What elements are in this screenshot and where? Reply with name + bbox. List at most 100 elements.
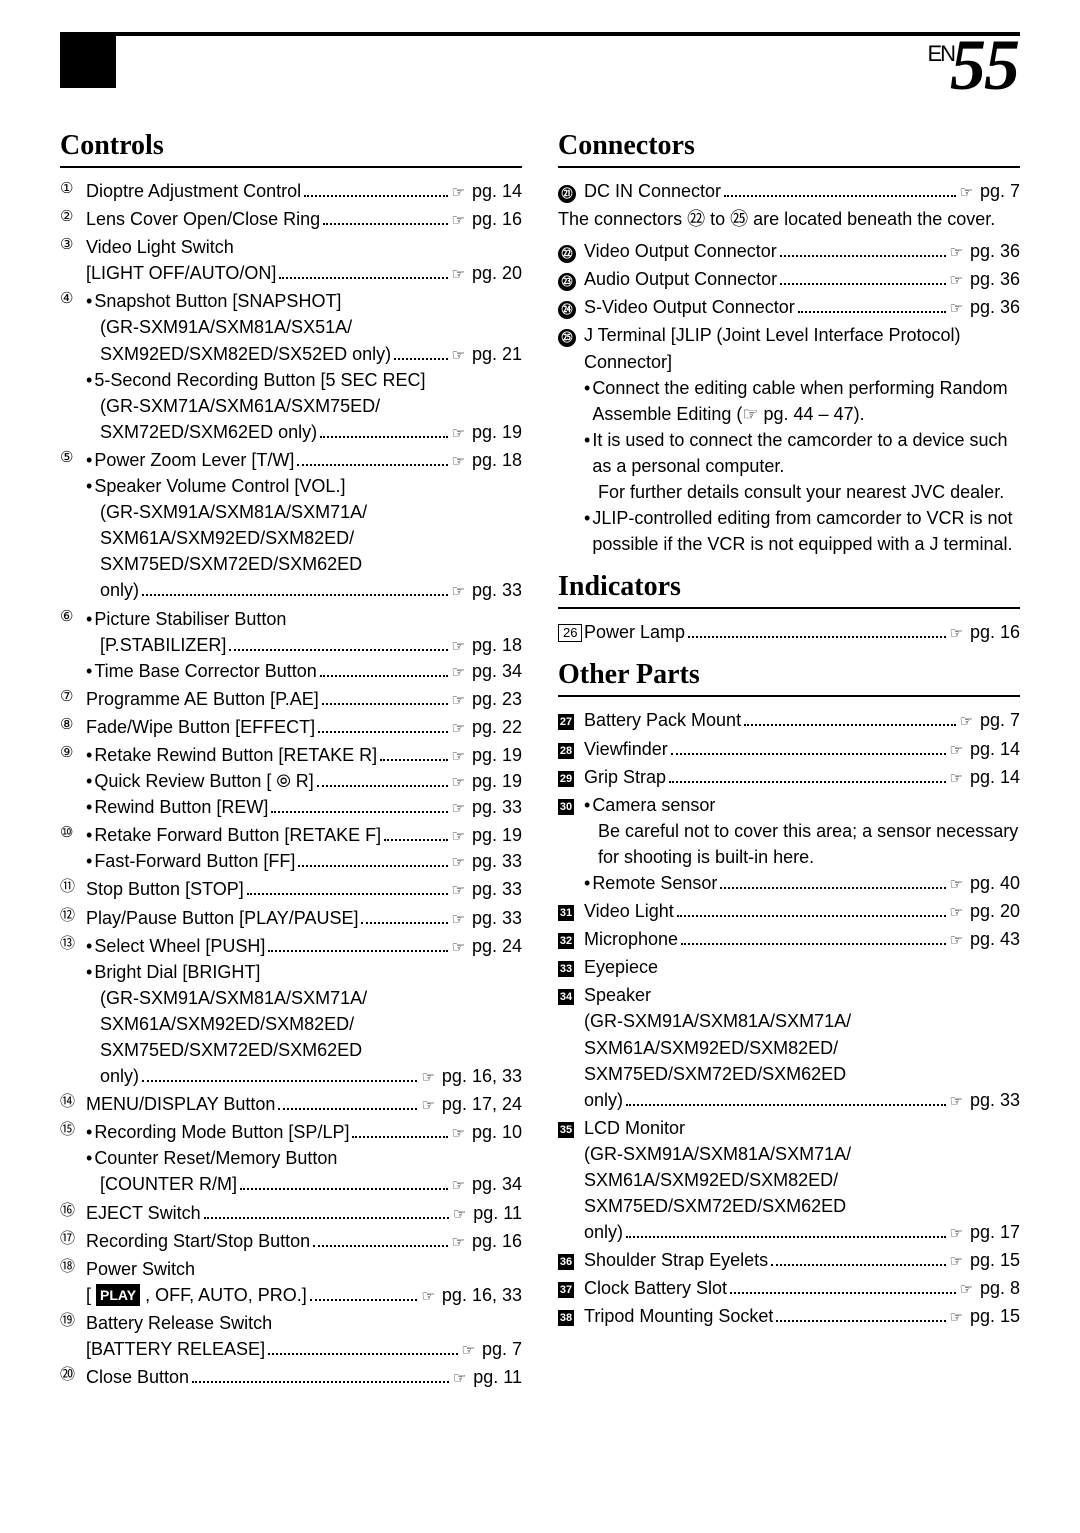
left-column: Controls ①Dioptre Adjustment Control☞ pg…	[60, 130, 522, 1392]
entry-text: Recording Mode Button [SP/LP]	[94, 1119, 349, 1145]
bullet-icon: •	[86, 959, 92, 985]
entry-text: Shoulder Strap Eyelets	[584, 1247, 768, 1273]
entry-line: Power Lamp☞ pg. 16	[584, 619, 1020, 645]
entry-line: [LIGHT OFF/AUTO/ON]☞ pg. 20	[86, 260, 522, 286]
leader-dots	[268, 1341, 457, 1355]
entry-line: •Time Base Corrector Button☞ pg. 34	[86, 658, 522, 684]
pointer-icon: ☞	[452, 212, 465, 229]
page-ref: ☞ pg. 43	[950, 926, 1021, 952]
entry-line: SXM92ED/SXM82ED/SX52ED only)☞ pg. 21	[100, 341, 522, 367]
pointer-icon: ☞	[453, 1370, 466, 1387]
entry-line: SXM61A/SXM92ED/SXM82ED/	[584, 1167, 1020, 1193]
index-entry: ⑬•Select Wheel [PUSH]☞ pg. 24•Bright Dia…	[60, 933, 522, 1090]
entry-text: 5-Second Recording Button [5 SEC REC]	[94, 367, 425, 393]
index-entry: ②Lens Cover Open/Close Ring☞ pg. 16	[60, 206, 522, 232]
entry-marker: ⑰	[60, 1228, 86, 1250]
index-entry: ⑱Power Switch[ PLAY , OFF, AUTO, PRO.]☞ …	[60, 1256, 522, 1308]
entry-text: only)	[584, 1219, 623, 1245]
index-entry: 27Battery Pack Mount☞ pg. 7	[558, 707, 1020, 733]
index-entry: 35LCD Monitor(GR-SXM91A/SXM81A/SXM71A/SX…	[558, 1115, 1020, 1245]
entry-marker: ⑧	[60, 714, 86, 736]
index-entry: ⑰Recording Start/Stop Button☞ pg. 16	[60, 1228, 522, 1254]
entry-text: Remote Sensor	[592, 870, 717, 896]
entry-marker: ①	[60, 178, 86, 200]
entry-line: (GR-SXM71A/SXM61A/SXM75ED/	[100, 393, 522, 419]
leader-dots	[780, 243, 946, 257]
entry-body: Dioptre Adjustment Control☞ pg. 14	[86, 178, 522, 204]
leader-dots	[313, 1232, 447, 1246]
entry-line: (GR-SXM91A/SXM81A/SXM71A/	[100, 985, 522, 1011]
entry-text: [ PLAY , OFF, AUTO, PRO.]	[86, 1282, 307, 1308]
entry-line: For further details consult your nearest…	[598, 479, 1020, 505]
entry-marker: 37	[558, 1275, 584, 1301]
page-ref: ☞ pg. 20	[452, 260, 523, 286]
indicators-heading: Indicators	[558, 571, 1020, 609]
entry-line: SXM75ED/SXM72ED/SXM62ED	[100, 1037, 522, 1063]
page-ref: ☞ pg. 33	[452, 848, 523, 874]
entry-line: •Remote Sensor☞ pg. 40	[584, 870, 1020, 896]
entry-line: Lens Cover Open/Close Ring☞ pg. 16	[86, 206, 522, 232]
entry-line: Programme AE Button [P.AE]☞ pg. 23	[86, 686, 522, 712]
entry-text: SXM61A/SXM92ED/SXM82ED/	[584, 1035, 838, 1061]
leader-dots	[271, 799, 447, 813]
page-number: EN55	[927, 24, 1018, 107]
leader-dots	[268, 937, 447, 951]
bullet-icon: •	[86, 658, 92, 684]
entry-line: Stop Button [STOP]☞ pg. 33	[86, 876, 522, 902]
leader-dots	[361, 909, 447, 923]
pointer-icon: ☞	[452, 911, 465, 928]
entry-body: Audio Output Connector☞ pg. 36	[584, 266, 1020, 292]
entry-line: •Connect the editing cable when performi…	[584, 375, 1020, 427]
leader-dots	[724, 183, 955, 197]
pointer-icon: ☞	[950, 1225, 963, 1242]
entry-text: Stop Button [STOP]	[86, 876, 244, 902]
entry-text: Retake Rewind Button [RETAKE R]	[94, 742, 377, 768]
leader-dots	[730, 1280, 955, 1294]
entry-line: [P.STABILIZER]☞ pg. 18	[100, 632, 522, 658]
entry-marker: 34	[558, 982, 584, 1008]
entry-line: Power Switch	[86, 1256, 522, 1282]
pointer-icon: ☞	[452, 748, 465, 765]
pointer-icon: ☞	[452, 425, 465, 442]
entry-body: •Picture Stabiliser Button[P.STABILIZER]…	[86, 606, 522, 684]
leader-dots	[310, 1286, 418, 1300]
entry-body: Grip Strap☞ pg. 14	[584, 764, 1020, 790]
connectors-list: ㉑DC IN Connector☞ pg. 7	[558, 178, 1020, 204]
index-entry: ⑧Fade/Wipe Button [EFFECT]☞ pg. 22	[60, 714, 522, 740]
entry-marker: 31	[558, 898, 584, 924]
entry-body: Close Button☞ pg. 11	[86, 1364, 522, 1390]
entry-line: DC IN Connector☞ pg. 7	[584, 178, 1020, 204]
leader-dots	[320, 423, 447, 437]
entry-marker: ㉒	[558, 238, 584, 264]
entry-text: [BATTERY RELEASE]	[86, 1336, 265, 1362]
pointer-icon: ☞	[950, 742, 963, 759]
bullet-icon: •	[86, 288, 92, 314]
pointer-icon: ☞	[421, 1288, 434, 1305]
leader-dots	[384, 827, 447, 841]
bullet-icon: •	[86, 367, 92, 393]
entry-line: SXM75ED/SXM72ED/SXM62ED	[584, 1061, 1020, 1087]
entry-line: Shoulder Strap Eyelets☞ pg. 15	[584, 1247, 1020, 1273]
pointer-icon: ☞	[452, 638, 465, 655]
entry-line: MENU/DISPLAY Button☞ pg. 17, 24	[86, 1091, 522, 1117]
bullet-icon: •	[86, 1145, 92, 1171]
entry-line: Tripod Mounting Socket☞ pg. 15	[584, 1303, 1020, 1329]
leader-dots	[744, 712, 955, 726]
entry-line: •Picture Stabiliser Button	[86, 606, 522, 632]
entry-text: (GR-SXM91A/SXM81A/SXM71A/	[100, 499, 367, 525]
entry-line: •Power Zoom Lever [T/W]☞ pg. 18	[86, 447, 522, 473]
leader-dots	[297, 452, 447, 466]
index-entry: ⑥•Picture Stabiliser Button[P.STABILIZER…	[60, 606, 522, 684]
page-ref: ☞ pg. 14	[950, 764, 1021, 790]
page-ref: ☞ pg. 34	[452, 658, 523, 684]
pointer-icon: ☞	[950, 1309, 963, 1326]
leader-dots	[247, 881, 448, 895]
leader-dots	[677, 903, 946, 917]
leader-dots	[317, 773, 448, 787]
entry-text: Camera sensor	[592, 792, 715, 818]
entry-line: Play/Pause Button [PLAY/PAUSE]☞ pg. 33	[86, 905, 522, 931]
entry-marker: ㉕	[558, 322, 584, 348]
leader-dots	[771, 1252, 945, 1266]
leader-dots	[278, 1096, 417, 1110]
cover-note: The connectors ㉒ to ㉕ are located beneat…	[558, 206, 1020, 232]
